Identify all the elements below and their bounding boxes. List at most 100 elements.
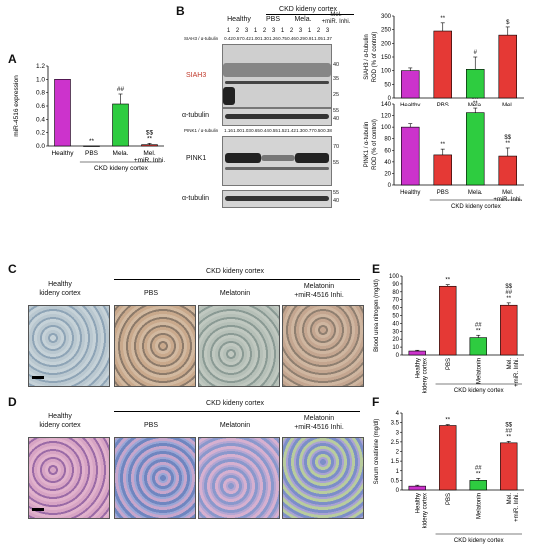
- tubulin-blot-image-2: [222, 190, 332, 208]
- blot-row-label-tubulin-1: α-tubulin: [182, 112, 210, 119]
- x-tick-label: PBS: [446, 358, 452, 370]
- pink1-ratio-11: 0.38: [323, 128, 332, 133]
- bar: [498, 155, 517, 186]
- hist-c-title: CKD kideny cortex: [206, 268, 264, 275]
- bar: [500, 442, 518, 491]
- panel-label-d: D: [8, 395, 17, 409]
- lane-number-4: 2: [262, 28, 267, 34]
- pink1-ratio-7: 1.42: [287, 128, 296, 133]
- significance-mark: ##: [505, 428, 512, 434]
- bar: [500, 304, 518, 356]
- bar: [408, 350, 426, 356]
- mw-tub-55: 55: [333, 108, 340, 114]
- tubulin-blot-image-1: [222, 108, 332, 126]
- bar: [433, 154, 452, 186]
- y-tick-label: 140: [381, 102, 392, 108]
- y-tick-label: 4: [396, 411, 400, 417]
- hist-d-healthy-label: Healthy kideny cortex: [39, 413, 81, 429]
- pink1-ratio-8: 1.30: [296, 128, 305, 133]
- siah3-ratio-6: 0.75: [278, 36, 287, 41]
- significance-mark: ##: [472, 98, 479, 101]
- pink1-ratio-3: 0.65: [251, 128, 260, 133]
- y-tick-label: 100: [381, 69, 392, 75]
- significance-mark: **: [476, 471, 481, 477]
- siah3-ratio-4: 1.30: [260, 36, 269, 41]
- y-axis-label: ROD (% of control): [372, 32, 378, 83]
- lane-number-3: 1: [253, 28, 258, 34]
- significance-mark: **: [473, 101, 478, 107]
- significance-mark: **: [440, 16, 445, 22]
- y-tick-label: 100: [389, 274, 400, 280]
- significance-mark: ##: [475, 465, 482, 471]
- hist-c-header-line: [114, 279, 360, 280]
- siah3-ratio-5: 1.26: [269, 36, 278, 41]
- y-tick-label: 0.5: [391, 478, 400, 484]
- siah3-ratio-9: 0.91: [305, 36, 314, 41]
- significance-mark: ##: [117, 86, 125, 93]
- hist-c-group-mel-inhi: Melatonin +miR-4516 Inhi.: [294, 283, 344, 299]
- chart-pink1-rod: 0 20 40 60 80 100 120 140 PINK1 / α-tubulin ROD (…: [364, 98, 524, 210]
- lane-number-5: 3: [271, 28, 276, 34]
- x-tick-label: kideny cortex: [422, 493, 428, 528]
- pink1-ratio-0: 1.16: [224, 128, 233, 133]
- lane-number-9: 1: [307, 28, 312, 34]
- significance-mark: $$: [505, 422, 512, 428]
- significance-mark: **: [440, 142, 445, 148]
- significance-mark: **: [445, 418, 450, 424]
- significance-mark: **: [89, 138, 95, 145]
- y-tick-label: 200: [381, 41, 392, 47]
- group-label: CKD kideny cortex: [454, 388, 504, 394]
- bar: [401, 126, 420, 186]
- y-tick-label: 0.4: [36, 116, 45, 123]
- y-tick-label: 0: [388, 96, 392, 102]
- hist-c-healthy-label: Healthy kideny cortex: [39, 281, 81, 297]
- lane-number-7: 2: [289, 28, 294, 34]
- y-axis-label: SIAH3 / α-tubulin: [364, 34, 370, 80]
- blot-group-mel-inhi: Mel. +miR. Inhi.: [321, 12, 351, 25]
- siah3-ratio-2: 0.42: [242, 36, 251, 41]
- pink1-ratio-10: 0.50: [314, 128, 323, 133]
- x-tick-label: +miR. Inhi.: [514, 493, 520, 522]
- y-tick-label: 50: [384, 82, 391, 88]
- hist-d-scale-bar: [32, 508, 44, 511]
- hist-c-group-melatonin: Melatonin: [219, 290, 251, 297]
- hist-c-pbs-image: [114, 305, 196, 387]
- y-tick-label: 80: [384, 137, 391, 143]
- siah3-ratio-1: 0.57: [233, 36, 242, 41]
- y-axis-label: Serum creatinine (mg/dl): [374, 419, 380, 485]
- mw-siah3-25: 25: [333, 92, 340, 98]
- y-tick-label: 40: [392, 321, 399, 327]
- siah3-ratio-10: 1.05: [314, 36, 323, 41]
- y-tick-label: 100: [381, 125, 392, 131]
- y-tick-label: 60: [384, 148, 391, 154]
- significance-mark: ##: [475, 322, 482, 328]
- y-tick-label: 0: [396, 488, 400, 494]
- panel-label-f: F: [372, 395, 380, 409]
- lane-number-8: 3: [298, 28, 303, 34]
- x-tick-label: +miR. Inhi.: [134, 157, 165, 164]
- blot-row-label-siah3: SIAH3: [186, 72, 207, 79]
- x-tick-label: Mel.: [502, 103, 514, 106]
- bar: [469, 480, 487, 491]
- y-tick-label: 80: [392, 290, 399, 296]
- mw-tub2-40: 40: [333, 198, 340, 204]
- bar: [433, 30, 452, 99]
- mw-pink1-70: 70: [333, 144, 340, 150]
- hist-c-mel-inhi-image: [282, 305, 364, 387]
- panel-label-e: E: [372, 262, 381, 276]
- significance-mark: **: [476, 328, 481, 334]
- y-tick-label: 1: [396, 469, 400, 475]
- siah3-ratio-0: 0.42: [224, 36, 233, 41]
- pink1-ratio-values: 1.16 1.00 1.03 0.65 0.44 0.55 1.52 1.42 1.30 0.77…: [224, 128, 354, 135]
- hist-d-group-pbs: PBS: [143, 422, 158, 429]
- panel-label-a: A: [8, 52, 17, 66]
- significance-mark: $$: [504, 135, 511, 141]
- x-tick-label: Mel.: [507, 493, 513, 505]
- mw-siah3-40: 40: [333, 62, 340, 68]
- siah3-ratio-label: SIAH3 / α-tubulin: [184, 36, 219, 41]
- y-axis-label: miR-4516 expression: [13, 75, 20, 137]
- siah3-ratio-8: 0.29: [296, 36, 305, 41]
- lane-number-2: 3: [244, 28, 249, 34]
